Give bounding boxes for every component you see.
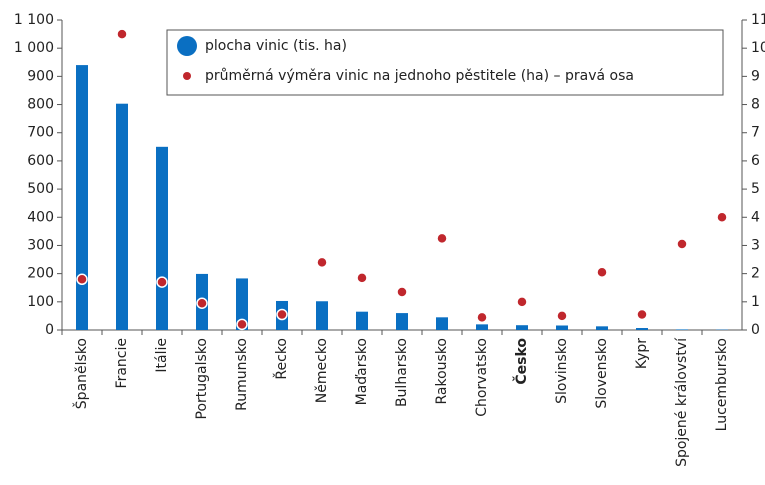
dot	[356, 272, 368, 284]
bar	[476, 324, 488, 330]
y2-tick-label: 6	[751, 153, 760, 169]
dot	[156, 276, 168, 288]
dot	[476, 311, 488, 324]
y-tick-label: 300	[27, 237, 54, 253]
bar	[516, 325, 528, 330]
y2-tick-label: 4	[751, 209, 760, 225]
x-tick-label: Řecko	[273, 338, 290, 380]
x-tick-label: Rakousko	[434, 338, 450, 405]
legend-box	[166, 29, 724, 96]
y2-tick-label: 0	[751, 322, 760, 338]
dot	[516, 296, 528, 308]
dot	[436, 232, 448, 245]
y-tick-label: 200	[27, 266, 54, 282]
dot	[196, 297, 208, 309]
x-tick-label: Kypr	[634, 338, 650, 369]
y2-tick-label: 1	[751, 294, 760, 310]
dot	[396, 286, 408, 298]
x-tick-label: Slovinsko	[554, 338, 570, 404]
dot	[636, 308, 648, 321]
legend-marker	[177, 36, 197, 56]
y-tick-label: 700	[27, 125, 54, 141]
x-tick-label: Portugalsko	[194, 338, 210, 419]
x-tick-label: Slovensko	[594, 338, 610, 409]
y2-tick-label: 7	[751, 125, 760, 141]
dot	[76, 273, 88, 286]
y2-tick-label: 10	[751, 40, 765, 56]
y2-tick-label: 2	[751, 266, 760, 282]
x-tick-label: Itálie	[154, 338, 170, 373]
bar	[356, 311, 368, 330]
dot	[596, 266, 608, 278]
bar	[76, 65, 88, 330]
bar	[436, 317, 448, 330]
dot	[276, 308, 288, 321]
y2-tick-label: 11	[751, 12, 765, 28]
y-tick-label: 1 000	[14, 40, 54, 56]
x-tick-label: Rumunsko	[234, 338, 250, 411]
dot	[236, 318, 248, 331]
bar	[116, 103, 128, 330]
bar	[636, 328, 648, 330]
y-tick-label: 500	[27, 181, 54, 197]
dot	[556, 310, 568, 322]
dot	[116, 28, 128, 40]
x-tick-label: Chorvatsko	[474, 338, 490, 417]
legend-marker	[183, 72, 191, 80]
y-tick-label: 0	[45, 322, 54, 338]
y2-tick-label: 3	[751, 237, 760, 253]
x-tick-label: Lucembursko	[714, 338, 730, 431]
bar	[596, 326, 608, 330]
y-tick-label: 400	[27, 209, 54, 225]
y-tick-label: 600	[27, 153, 54, 169]
x-tick-label: Bulharsko	[394, 338, 410, 407]
x-tick-label: Francie	[114, 338, 130, 388]
bar	[676, 329, 688, 330]
y-tick-label: 800	[27, 97, 54, 113]
bar	[316, 301, 328, 330]
y-tick-label: 100	[27, 294, 54, 310]
x-tick-label: Maďarsko	[354, 338, 370, 405]
dot	[716, 211, 728, 224]
bar	[156, 146, 168, 330]
bar	[236, 278, 248, 330]
x-tick-label: Česko	[512, 338, 530, 385]
y-tick-label: 900	[27, 68, 54, 84]
legend-label: plocha vinic (tis. ha)	[205, 38, 347, 54]
x-tick-label: Španělsko	[72, 338, 90, 409]
dot	[316, 256, 328, 269]
y2-tick-label: 5	[751, 181, 760, 197]
dot	[676, 238, 688, 250]
bar	[556, 325, 568, 330]
y2-tick-label: 8	[751, 97, 760, 113]
y-tick-label: 1 100	[14, 12, 54, 28]
x-tick-label: Německo	[314, 338, 330, 403]
bar	[396, 313, 408, 330]
legend-label: průměrná výměra vinic na jednoho pěstite…	[205, 68, 634, 84]
x-tick-label: Spojené království	[674, 337, 690, 467]
y2-tick-label: 9	[751, 68, 760, 84]
